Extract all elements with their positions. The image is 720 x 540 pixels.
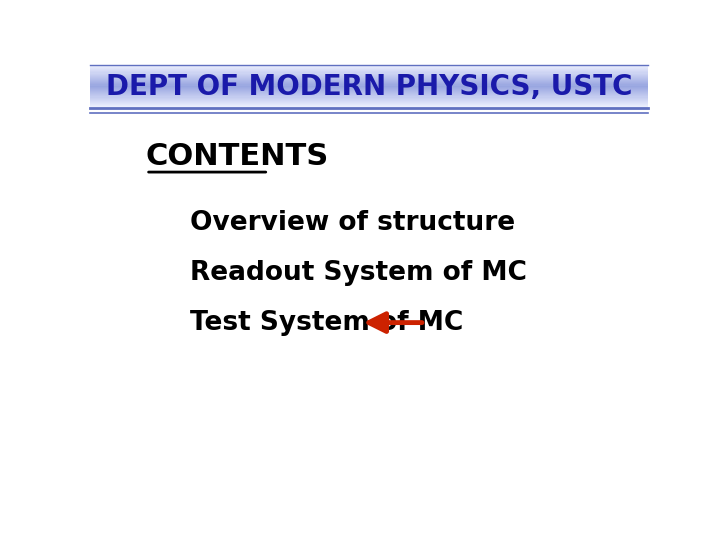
Bar xyxy=(90,90,648,91)
Text: Overview of structure: Overview of structure xyxy=(190,210,516,236)
Bar xyxy=(90,86,648,87)
Text: CONTENTS: CONTENTS xyxy=(145,142,329,171)
Bar xyxy=(90,69,648,70)
Text: Test System of MC: Test System of MC xyxy=(190,309,464,335)
Bar xyxy=(90,65,648,66)
Bar xyxy=(90,72,648,73)
Bar xyxy=(90,73,648,75)
Bar xyxy=(90,97,648,98)
Bar xyxy=(90,99,648,100)
Bar xyxy=(90,93,648,94)
Bar xyxy=(90,105,648,106)
Bar xyxy=(90,81,648,82)
Bar xyxy=(90,91,648,92)
Text: DEPT OF MODERN PHYSICS, USTC: DEPT OF MODERN PHYSICS, USTC xyxy=(106,72,632,100)
Bar xyxy=(90,77,648,78)
Bar xyxy=(90,78,648,79)
Bar xyxy=(90,89,648,90)
Bar xyxy=(90,71,648,72)
Bar xyxy=(90,84,648,85)
Bar xyxy=(90,82,648,83)
Text: Readout System of MC: Readout System of MC xyxy=(190,260,527,286)
Bar xyxy=(90,101,648,102)
Bar xyxy=(90,104,648,105)
Bar xyxy=(90,100,648,101)
Bar xyxy=(90,98,648,99)
Bar xyxy=(90,92,648,93)
Bar xyxy=(90,68,648,69)
Bar xyxy=(90,67,648,68)
Bar xyxy=(90,106,648,107)
Bar xyxy=(90,83,648,84)
Bar xyxy=(90,85,648,86)
Bar xyxy=(90,66,648,67)
Bar xyxy=(90,70,648,71)
Bar xyxy=(90,75,648,76)
Bar xyxy=(90,87,648,89)
Bar xyxy=(90,94,648,96)
Bar xyxy=(90,96,648,97)
Bar xyxy=(90,102,648,103)
Bar xyxy=(90,79,648,80)
Bar xyxy=(90,107,648,109)
Bar xyxy=(90,103,648,104)
Bar xyxy=(90,80,648,81)
Bar xyxy=(90,76,648,77)
